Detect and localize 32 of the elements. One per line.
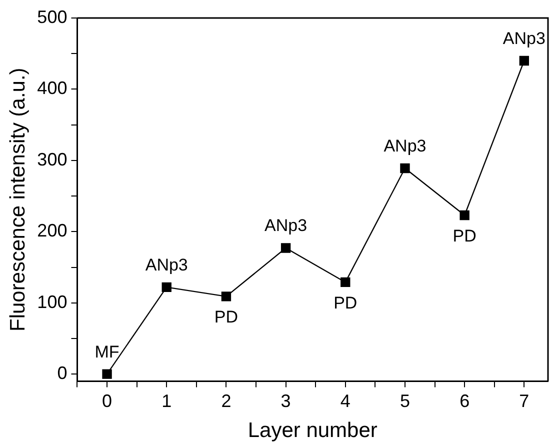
point <box>340 277 350 288</box>
x-tick-label: 2 <box>221 390 232 411</box>
annotation: ANp3 <box>502 28 546 48</box>
x-tick-label: 1 <box>162 390 172 411</box>
point <box>280 243 291 253</box>
y-axis-title: Fluorescence intensity (a.u.) <box>6 68 30 332</box>
y-tick-label: 0 <box>57 363 68 384</box>
annotation: PD <box>452 226 476 246</box>
y-tick-label: 100 <box>37 292 68 312</box>
x-axis-title: Layer number <box>248 419 378 442</box>
point <box>400 163 410 174</box>
point <box>162 282 172 292</box>
y-tick-label: 200 <box>37 220 68 241</box>
annotation: PD <box>334 293 358 312</box>
annotation: ANp3 <box>384 136 426 156</box>
x-tick-label: 6 <box>460 390 470 411</box>
annotation: ANp3 <box>145 255 188 274</box>
point <box>519 56 530 66</box>
x-tick-label: 4 <box>340 390 350 411</box>
y-tick-label: 400 <box>37 78 68 98</box>
x-tick-label: 3 <box>280 390 291 411</box>
y-tick-label: 300 <box>37 149 68 170</box>
point <box>460 210 470 220</box>
point <box>102 369 112 379</box>
x-tick-label: 5 <box>400 390 410 411</box>
x-tick-label: 0 <box>102 390 112 411</box>
annotation: MF <box>94 342 120 362</box>
x-tick-label: 7 <box>519 390 530 411</box>
y-tick-label: 500 <box>37 6 68 27</box>
point <box>221 292 232 302</box>
annotation: ANp3 <box>264 216 308 236</box>
annotation: PD <box>214 308 238 327</box>
